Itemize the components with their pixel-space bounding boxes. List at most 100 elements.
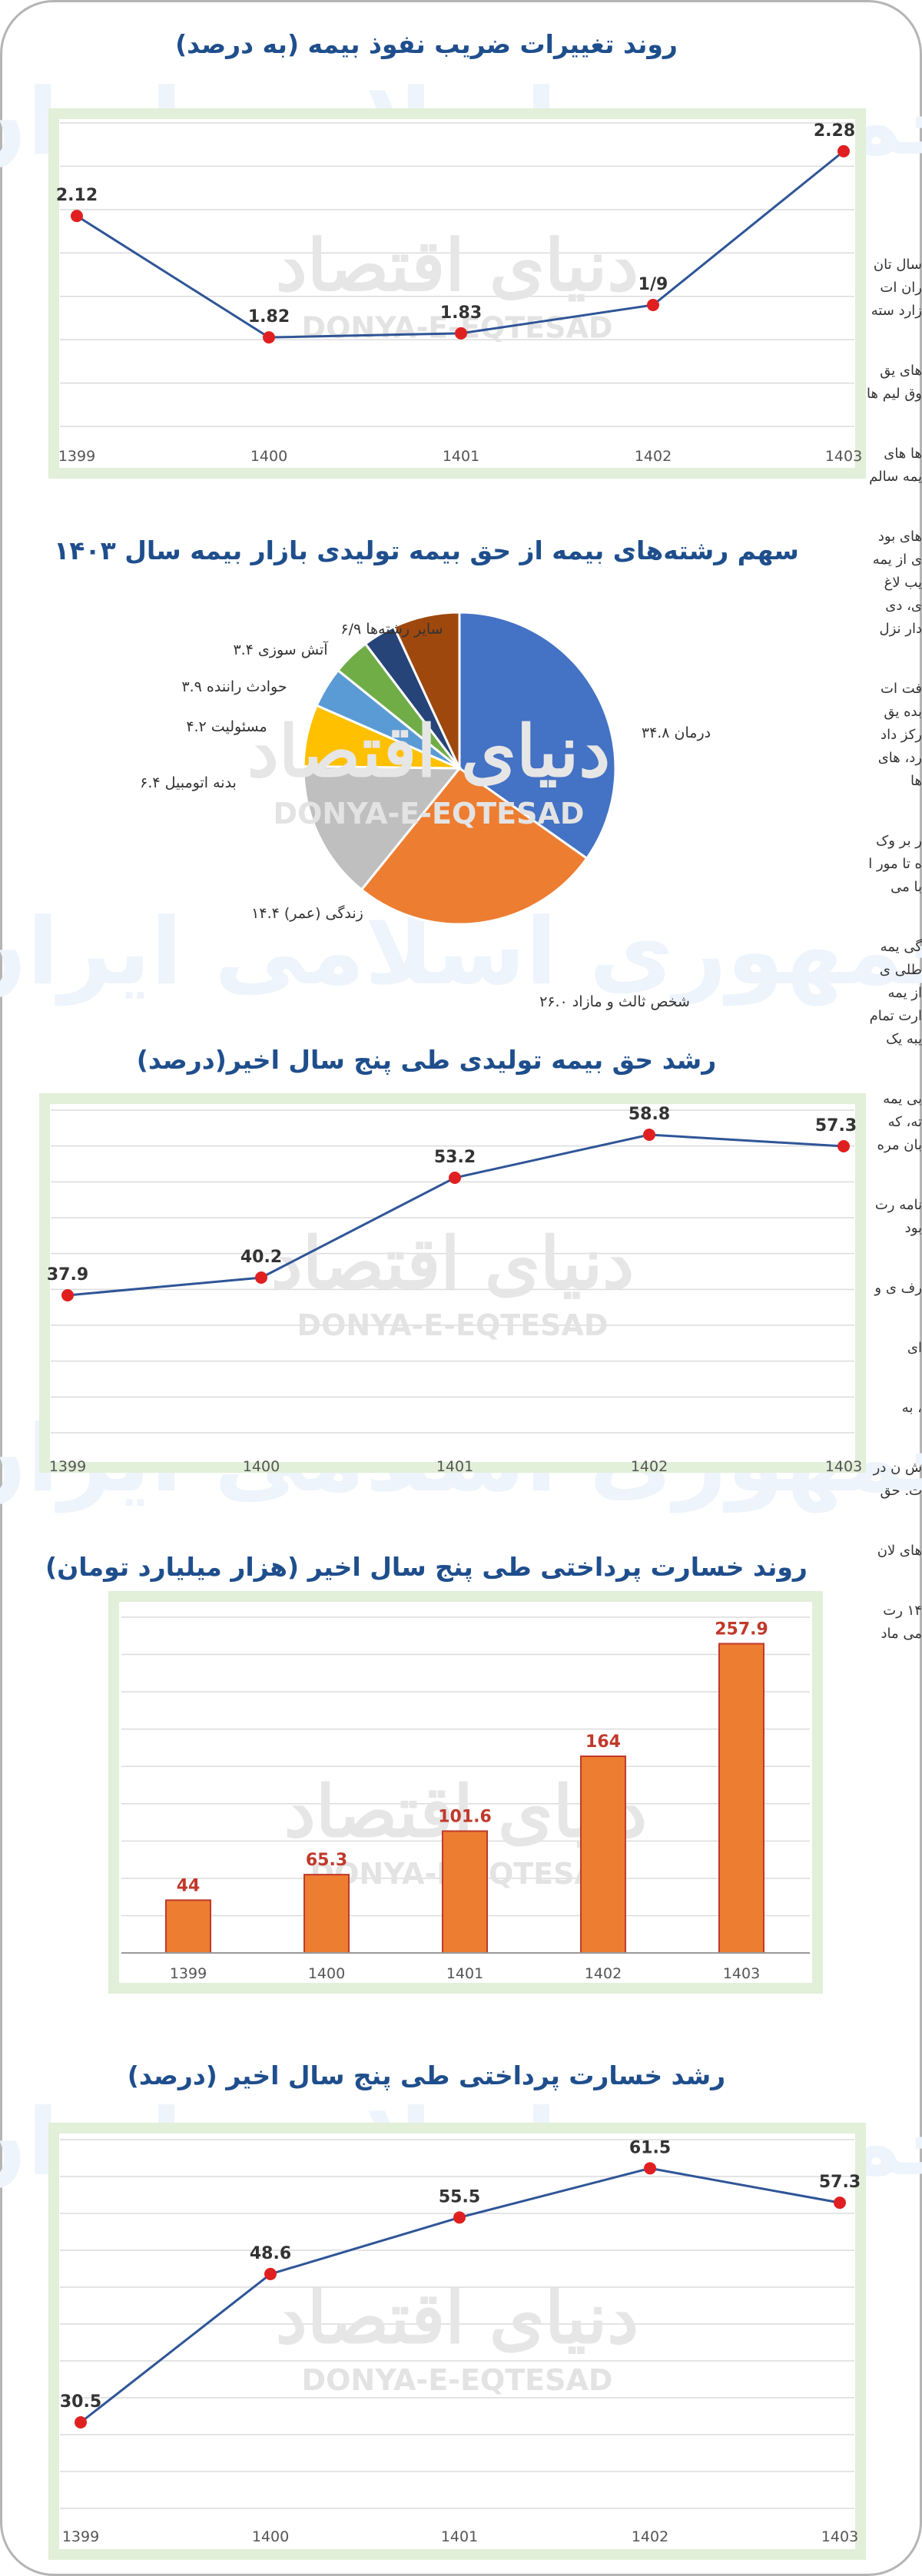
data-label: 2.12 xyxy=(56,186,98,205)
chart-insurance-lines-share: سهم رشته‌های بیمه از حق بیمه تولیدی بازا… xyxy=(0,484,922,1010)
watermark: دنیای اقتصاد DONYA-E-EQTESAD xyxy=(276,2276,639,2397)
chart-premium-growth: رشد حق بیمه تولیدی طی پنج سال اخیر(درصد)… xyxy=(0,999,922,1513)
data-label: 164 xyxy=(585,1732,621,1752)
bar xyxy=(303,1874,350,1954)
watermark-script: دنیای اقتصاد xyxy=(247,710,611,793)
chart-panel xyxy=(39,1093,866,1473)
data-label: 55.5 xyxy=(439,2187,480,2206)
x-tick-label: 1401 xyxy=(436,1458,473,1475)
chart-title: روند خسارت پرداختی طی پنج سال اخیر (هزار… xyxy=(45,1552,808,1582)
x-tick-label: 1402 xyxy=(585,1965,622,1982)
x-tick-label: 1399 xyxy=(170,1965,207,1982)
bar xyxy=(442,1830,488,1954)
line-chart: جمهوری اسلامی ایراندنیای اقتصادDONYA-E-E… xyxy=(0,2090,922,2560)
watermark-latin: DONYA-E-EQTESAD xyxy=(297,1308,609,1342)
data-point xyxy=(837,144,850,157)
data-point xyxy=(644,2162,656,2175)
chart-panel xyxy=(48,2123,866,2560)
slice-label: حوادث راننده ۳.۹ xyxy=(181,678,287,695)
article-paragraph-fragment: ش ن در ت. حق xyxy=(873,1460,922,1499)
slice-label: آتش سوزی ۳.۴ xyxy=(233,640,328,658)
chart-title: رشد حق بیمه تولیدی طی پنج سال اخیر(درصد) xyxy=(136,1045,717,1075)
data-label: 61.5 xyxy=(629,2138,671,2157)
data-label: 48.6 xyxy=(250,2244,291,2263)
line-chart: جمهوری اسلامی ایراندنیای اقتصادDONYA-E-E… xyxy=(0,69,922,479)
x-tick-label: 1400 xyxy=(243,1458,280,1475)
data-label: 58.8 xyxy=(628,1105,670,1124)
x-tick-label: 1399 xyxy=(49,1458,86,1475)
data-label: 40.2 xyxy=(240,1248,282,1267)
watermark-latin: DONYA-E-EQTESAD xyxy=(302,310,613,344)
bar-chart: دنیای اقتصادDONYA-E-EQTESAD44139965.3140… xyxy=(108,1591,823,1994)
x-tick-label: 1402 xyxy=(632,2528,668,2545)
data-point xyxy=(643,1129,655,1141)
bar xyxy=(718,1643,764,1954)
data-point xyxy=(455,327,467,340)
data-label: 257.9 xyxy=(715,1620,768,1639)
x-tick-label: 1399 xyxy=(58,448,95,465)
slice-label: مسئولیت ۴.۲ xyxy=(186,718,267,735)
article-paragraph-fragment: ر بر وک ه تا مور ا با می xyxy=(868,833,922,895)
slice-label: بدنه اتومبیل ۶.۴ xyxy=(140,774,237,791)
watermark-script: دنیای اقتصاد xyxy=(276,2276,639,2359)
x-tick-label: 1401 xyxy=(443,448,479,465)
article-paragraph-fragment: ۱۴ رت می ماد xyxy=(881,1603,922,1642)
data-point xyxy=(453,2211,466,2224)
data-point xyxy=(647,299,659,311)
pie-slice xyxy=(458,611,617,860)
slice-label: زندگی (عمر) ۱۴.۴ xyxy=(251,904,363,922)
pie-slice xyxy=(392,611,461,769)
data-label: 44 xyxy=(177,1876,201,1895)
article-paragraph-fragment: سال تان ران ات زارد سته xyxy=(871,257,922,319)
data-label: 37.9 xyxy=(47,1265,88,1285)
slice-label: درمان ۳۴.۸ xyxy=(642,724,711,741)
data-point xyxy=(837,1140,850,1152)
data-point xyxy=(263,331,275,344)
article-paragraph-fragment: گی یمه طلی ی از یمه ارت تمام یبه یک xyxy=(869,939,922,1047)
chart-claims-paid: روند خسارت پرداختی طی پنج سال اخیر (هزار… xyxy=(0,1529,922,2021)
bar xyxy=(165,1899,211,1954)
data-label: 57.3 xyxy=(819,2173,861,2192)
slice-label: شخص ثالث و مازاد ۲۶.۰ xyxy=(539,993,690,1010)
x-tick-label: 1400 xyxy=(252,2528,289,2545)
x-tick-label: 1402 xyxy=(635,448,672,465)
pie-slice xyxy=(360,766,589,926)
article-paragraph-fragment: ، به xyxy=(901,1400,922,1416)
data-point xyxy=(264,2267,277,2280)
data-point xyxy=(61,1289,74,1301)
chart-title: سهم رشته‌های بیمه از حق بیمه تولیدی بازا… xyxy=(54,535,799,565)
watermark-script: دنیای اقتصاد xyxy=(276,224,639,307)
watermark-latin: DONYA-E-EQTESAD xyxy=(274,797,585,830)
x-tick-label: 1401 xyxy=(441,2528,478,2545)
watermark-latin: DONYA-E-EQTESAD xyxy=(302,2363,613,2397)
data-label: 57.3 xyxy=(815,1116,857,1135)
chart-claims-growth: رشد خسارت پرداختی طی پنج سال اخیر (درصد)… xyxy=(0,2036,922,2576)
x-tick-label: 1400 xyxy=(308,1965,345,1982)
chart-panel xyxy=(48,108,866,479)
data-label: 30.5 xyxy=(60,2392,101,2412)
data-point xyxy=(75,2416,87,2428)
x-tick-label: 1403 xyxy=(825,1458,862,1475)
x-tick-label: 1403 xyxy=(821,2528,858,2545)
article-paragraph-fragment: نامه رت بود xyxy=(874,1197,922,1236)
data-point xyxy=(449,1172,461,1184)
chart-insurance-penetration: روند تغییرات ضریب نفوذ بیمه (به درصد) جم… xyxy=(0,0,922,484)
x-tick-label: 1399 xyxy=(62,2528,99,2545)
article-text-clipped: سال تان ران ات زارد سته های یق وق لیم ها ه… xyxy=(867,254,922,2482)
article-paragraph-fragment: های لان xyxy=(877,1543,922,1559)
line-chart: جمهوری اسلامی ایراندنیای اقتصادDONYA-E-E… xyxy=(0,1093,922,1513)
watermark-script: دنیای اقتصاد xyxy=(271,1222,635,1305)
bar xyxy=(580,1755,626,1954)
x-tick-label: 1403 xyxy=(825,448,862,465)
data-label: 2.28 xyxy=(814,121,855,141)
x-tick-label: 1400 xyxy=(250,448,287,465)
x-tick-label: 1403 xyxy=(723,1965,760,1982)
data-label: 101.6 xyxy=(438,1807,492,1826)
data-label: 1.82 xyxy=(248,307,290,327)
article-paragraph-fragment: های یق وق لیم ها xyxy=(867,363,922,402)
watermark: دنیای اقتصاد DONYA-E-EQTESAD xyxy=(247,710,611,830)
article-paragraph-fragment: بی یمه ته، که بان مره xyxy=(877,1091,922,1153)
x-tick-label: 1401 xyxy=(446,1965,483,1982)
